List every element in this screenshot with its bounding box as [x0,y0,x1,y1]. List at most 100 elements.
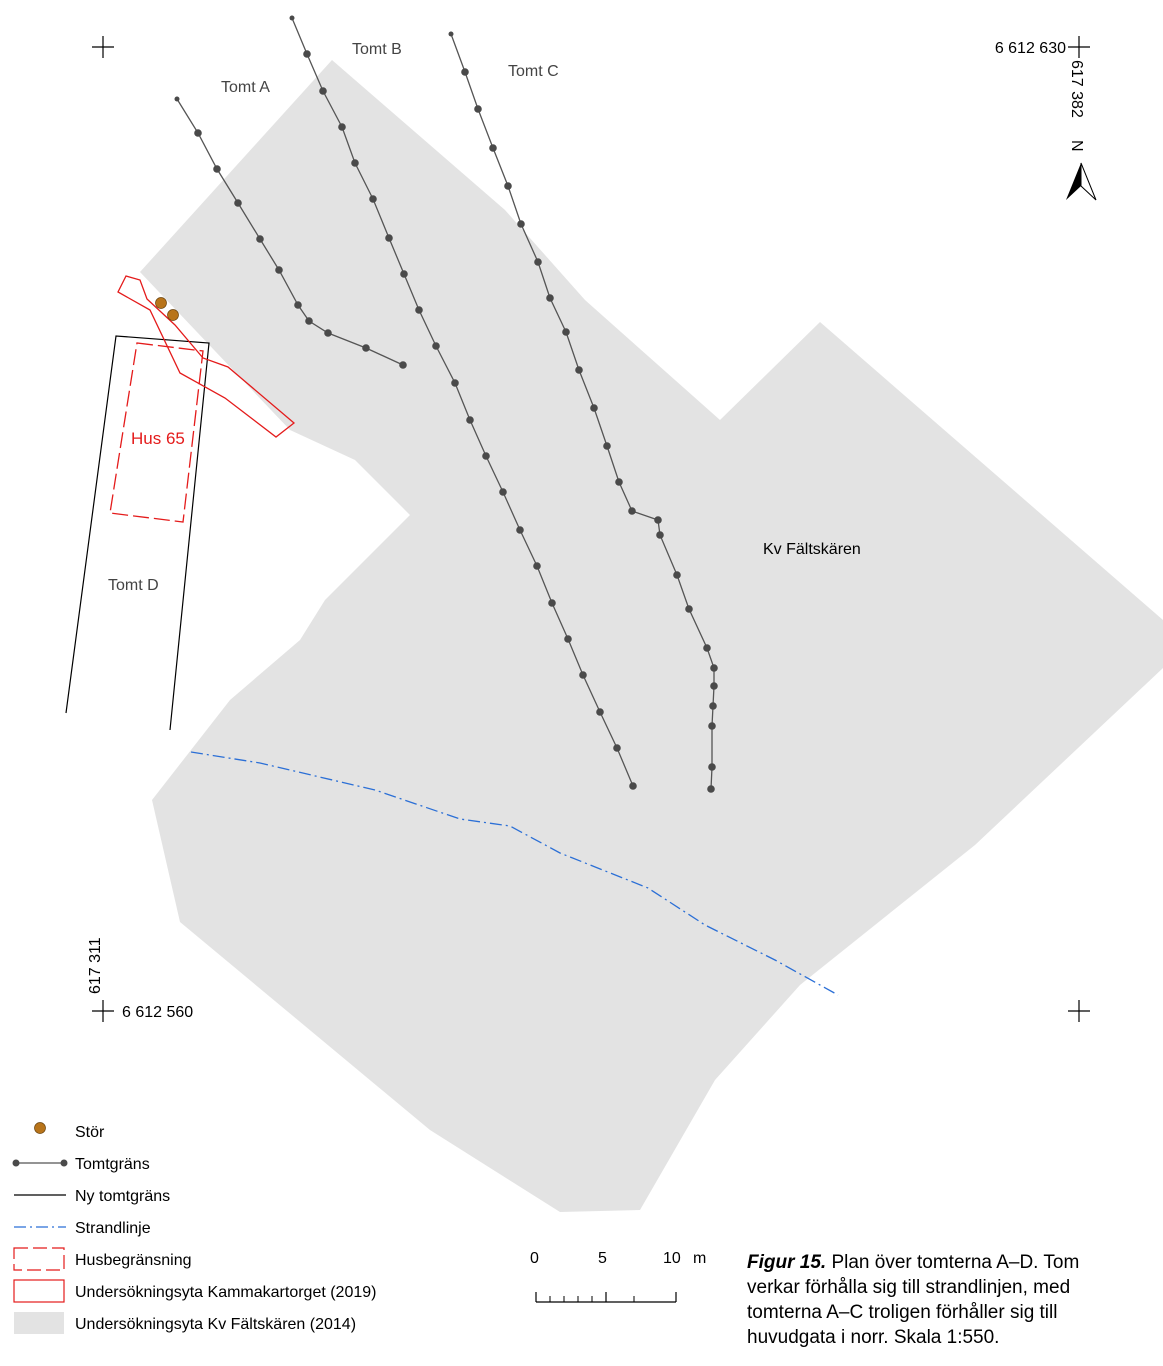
legend-row-ny-tomtgrans: Ny tomtgräns [10,1182,510,1214]
coordinate-cross [1068,36,1090,58]
strandlinje [190,751,839,996]
boundary-marker [474,105,482,113]
boundary-marker [499,488,507,496]
legend-label: Stör [75,1124,105,1141]
caption-text-1: Plan över tomterna A–D. Tom [826,1252,1080,1273]
caption-title: Figur 15. [747,1252,827,1273]
boundary-marker [213,165,221,173]
legend-row-stor: Stör [10,1118,510,1150]
stor-icon [34,1122,46,1134]
scale-bar-graphic [535,1292,677,1303]
boundary-marker [451,379,459,387]
boundary-marker [615,478,623,486]
scale-bar: 0 5 10 m [525,1250,725,1330]
kammakartorget-area [117,275,296,438]
boundary-marker [489,144,497,152]
boundary-marker [533,562,541,570]
boundary-marker [596,708,604,716]
legend-label: Undersökningsyta Kv Fältskären (2014) [75,1316,357,1333]
caption-line-3: tomterna A–C troligen förhåller sig till [747,1302,1058,1323]
boundary-marker [685,605,693,613]
boundary-marker [194,129,202,137]
label-hus65: Hus 65 [131,429,185,448]
boundary-marker [656,531,664,539]
boundary-marker [275,266,283,274]
label-tomt-b: Tomt B [352,41,402,58]
boundary-marker [546,294,554,302]
boundary-marker [673,571,681,579]
boundary-marker [385,234,393,242]
boundary-marker [174,96,180,102]
north-letter: N [1068,140,1085,152]
boundary-marker [324,329,332,337]
legend: Stör Tomtgräns Ny tomtgräns Strandlinje … [10,1118,510,1342]
legend-label: Ny tomtgräns [75,1188,171,1205]
boundary-marker [369,195,377,203]
legend-label: Strandlinje [75,1220,151,1237]
boundary-marker [562,328,570,336]
tomtgrans-line-icon [12,1159,68,1167]
legend-label: Husbegränsning [75,1252,192,1269]
legend-row-tomtgrans: Tomtgräns [10,1150,510,1182]
stor-post [155,297,167,309]
boundary-marker [710,664,718,672]
boundary-marker [400,270,408,278]
boundary-marker [628,507,636,515]
coord-bottom-left-x: 617 311 [87,937,104,994]
boundary-marker [504,182,512,190]
boundary-marker [303,50,311,58]
boundary-marker [351,159,359,167]
boundary-marker [613,744,621,752]
tomtgrans-b-markers [289,15,637,790]
legend-row-husbegransning: Husbegränsning [10,1246,510,1278]
boundary-marker [294,301,302,309]
boundary-marker [629,782,637,790]
boundary-marker [534,258,542,266]
stor-post [167,309,179,321]
boundary-marker [703,644,711,652]
coordinate-cross [1068,1000,1090,1022]
boundary-marker [319,87,327,95]
boundary-marker [708,722,716,730]
legend-label: Tomtgräns [75,1156,150,1173]
boundary-marker [517,220,525,228]
boundary-marker [362,344,370,352]
boundary-marker [590,404,598,412]
legend-row-kammakartorget: Undersökningsyta Kammakartorget (2019) [10,1278,510,1310]
husbegransning-icon [13,1247,65,1271]
legend-row-strandlinje: Strandlinje [10,1214,510,1246]
caption-line-2: verkar förhålla sig till strandlinjen, m… [747,1277,1071,1298]
boundary-marker [461,68,469,76]
husbegransning-hus65 [109,342,204,523]
north-arrow-icon [1080,162,1097,201]
boundary-marker [305,317,313,325]
kammakartorget-area-icon [13,1279,65,1303]
label-tomt-c: Tomt C [508,63,559,80]
caption-line-1: Figur 15. Plan över tomterna A–D. Tom [747,1250,1163,1275]
boundary-marker [256,235,264,243]
boundary-marker [654,516,662,524]
boundary-marker [415,306,423,314]
coordinate-cross [92,1000,114,1022]
tomtgrans-a-markers [174,96,407,369]
caption-line-4: huvudgata i norr. Skala 1:550. [747,1327,1000,1348]
coordinate-cross [92,36,114,58]
boundary-marker [399,361,407,369]
boundary-marker [564,635,572,643]
north-arrow-icon [1066,163,1081,200]
faltskaren-survey-area [140,60,1163,1212]
scale-tick-0: 0 [530,1250,539,1267]
boundary-marker [234,199,242,207]
boundary-marker [448,31,454,37]
label-tomt-a: Tomt A [221,79,270,96]
faltskaren-area-icon [14,1312,64,1334]
ny-tomtgrans-line-icon [14,1194,66,1196]
boundary-marker [338,123,346,131]
figure-caption: Figur 15. Plan över tomterna A–D. Tom ve… [747,1250,1163,1350]
boundary-marker [603,442,611,450]
boundary-marker [579,671,587,679]
boundary-marker [432,342,440,350]
boundary-marker [482,452,490,460]
legend-row-faltskaren: Undersökningsyta Kv Fältskären (2014) [10,1310,510,1342]
